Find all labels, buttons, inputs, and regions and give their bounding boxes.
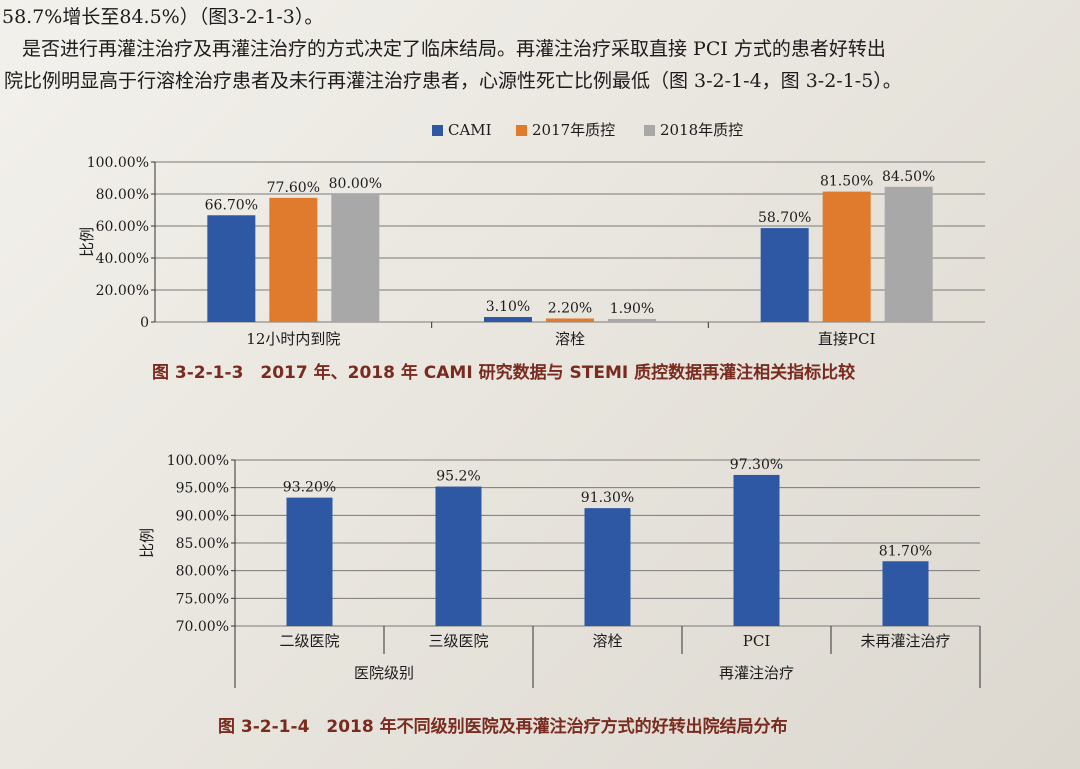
x-category-label: 溶栓	[555, 330, 585, 348]
x-category-label: 溶栓	[592, 632, 622, 650]
bar	[207, 215, 256, 322]
legend-label: 2018年质控	[660, 121, 743, 139]
y-tick-label: 20.00%	[96, 283, 149, 299]
x-category-label: 12小时内到院	[246, 330, 340, 348]
paragraph-line-2: 是否进行再灌注治疗及再灌注治疗的方式决定了临床结局。再灌注治疗采取直接 PCI …	[22, 38, 886, 60]
paragraph-line-1: 58.7%增长至84.5%）（图3-2-1-3）。	[2, 6, 324, 28]
legend-swatch	[432, 125, 443, 136]
bar	[546, 318, 594, 322]
y-tick-label: 95.00%	[176, 481, 229, 497]
figure-caption-1: 图 3-2-1-3 2017 年、2018 年 CAMI 研究数据与 STEMI…	[152, 363, 856, 383]
y-tick-label: 70.00%	[176, 619, 229, 635]
bar	[608, 318, 656, 322]
y-tick-label: 85.00%	[176, 536, 229, 552]
group-label: 再灌注治疗	[719, 664, 794, 682]
y-axis-label: 比例	[78, 227, 96, 257]
y-tick-label: 80.00%	[176, 564, 229, 580]
data-label: 3.10%	[486, 299, 530, 315]
bar	[269, 197, 318, 322]
x-category-label: 三级医院	[428, 632, 488, 650]
bar	[822, 191, 871, 322]
y-axis-label: 比例	[138, 528, 156, 558]
data-label: 97.30%	[730, 457, 783, 473]
data-label: 91.30%	[581, 490, 634, 506]
x-category-label: 未再灌注治疗	[860, 632, 950, 650]
data-label: 77.60%	[267, 180, 320, 196]
bar	[331, 194, 380, 322]
bar	[286, 497, 333, 626]
bar	[435, 486, 482, 626]
paragraph-line-3: 院比例明显高于行溶栓治疗患者及未行再灌注治疗患者，心源性死亡比例最低（图 3-2…	[4, 70, 902, 92]
y-tick-label: 100.00%	[167, 453, 229, 469]
bar	[733, 474, 780, 626]
bar	[484, 317, 532, 322]
bar	[584, 508, 631, 626]
bar	[884, 186, 933, 322]
chart-discharge-outcome: 100.00% 95.00% 90.00% 85.00% 80.00% 75.00% 70.…	[138, 453, 981, 688]
data-label: 81.70%	[879, 543, 932, 559]
data-label: 80.00%	[329, 176, 382, 192]
y-tick-label: 0	[140, 315, 149, 331]
legend-swatch	[644, 125, 655, 136]
data-label: 1.90%	[610, 301, 654, 317]
group-label: 医院级别	[354, 664, 414, 682]
bar	[882, 561, 929, 626]
y-tick-label: 100.00%	[87, 155, 149, 171]
legend-swatch	[516, 125, 527, 136]
y-tick-label: 60.00%	[96, 219, 149, 235]
y-tick-label: 40.00%	[96, 251, 149, 267]
figure-caption-2: 图 3-2-1-4 2018 年不同级别医院及再灌注治疗方式的好转出院结局分布	[218, 717, 788, 737]
x-category-label: 二级医院	[279, 632, 339, 650]
data-label: 93.20%	[283, 480, 336, 496]
x-category-label: 直接PCI	[818, 330, 876, 348]
chart-reperfusion-comparison: CAMI 2017年质控 2018年质控 100.00% 80.00% 60.00% 40.…	[78, 121, 985, 348]
x-category-label: PCI	[743, 632, 771, 650]
data-label: 95.2%	[436, 469, 480, 485]
y-tick-label: 80.00%	[96, 187, 149, 203]
data-label: 81.50%	[820, 174, 873, 190]
data-label: 84.50%	[882, 169, 935, 185]
legend-label: 2017年质控	[532, 121, 615, 139]
bar	[760, 228, 809, 322]
data-label: 58.70%	[758, 210, 811, 226]
y-tick-label: 75.00%	[176, 591, 229, 607]
legend-label: CAMI	[448, 121, 492, 139]
data-label: 2.20%	[548, 300, 592, 316]
y-tick-label: 90.00%	[176, 508, 229, 524]
data-label: 66.70%	[205, 197, 258, 213]
